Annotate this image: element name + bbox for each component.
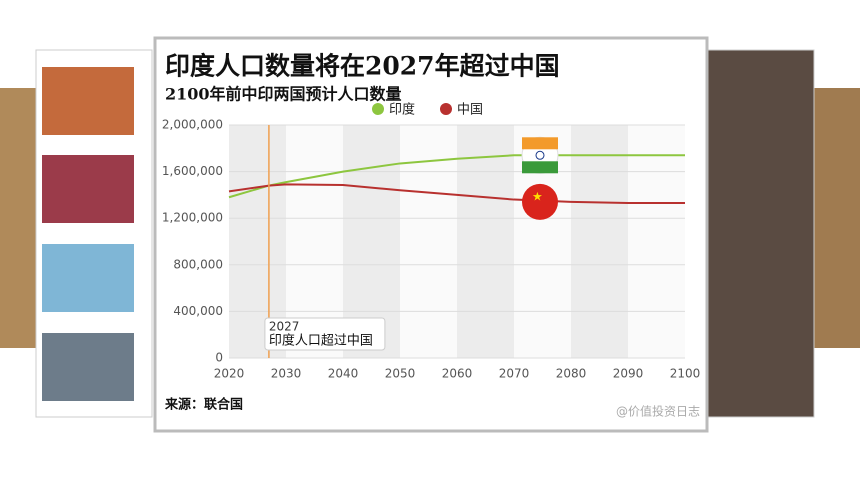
y-tick-label: 1,600,000 [162, 164, 223, 178]
news-photo [42, 155, 134, 223]
x-tick-label: 2100 [670, 367, 701, 381]
news-photo [42, 67, 134, 135]
x-tick-label: 2020 [214, 367, 245, 381]
x-tick-label: 2030 [271, 367, 302, 381]
flag-china [522, 183, 558, 220]
x-tick-label: 2040 [328, 367, 359, 381]
x-tick-label: 2050 [385, 367, 416, 381]
flag-band [522, 137, 558, 150]
grid-band [571, 125, 628, 358]
x-tick-label: 2080 [556, 367, 587, 381]
x-tick-label: 2070 [499, 367, 530, 381]
source: 来源：联合国 [164, 397, 243, 413]
annotation-box [264, 317, 386, 351]
legend-swatch [372, 103, 384, 115]
news-photo [42, 333, 134, 401]
y-tick-label: 400,000 [173, 304, 223, 318]
photo-strip [812, 88, 860, 348]
flag-wheel [535, 150, 545, 160]
chart-subtitle: 2100年前中印两国预计人口数量 [165, 85, 402, 104]
flag-star: ★ [532, 189, 543, 203]
y-tick-label: 1,200,000 [162, 211, 223, 225]
x-tick-label: 2090 [613, 367, 644, 381]
y-tick-label: 2,000,000 [162, 118, 223, 132]
news-photo [42, 244, 134, 312]
flag-band [522, 161, 558, 174]
x-tick-label: 2060 [442, 367, 473, 381]
series-line [228, 183, 685, 205]
series-line [228, 154, 685, 199]
y-tick-label: 800,000 [173, 257, 223, 271]
legend-label: 印度 [389, 102, 415, 118]
crowd-photo [699, 49, 815, 418]
chart-title: 印度人口数量将在2027年超过中国 [165, 52, 560, 81]
watermark: @价值投资日志 [616, 404, 700, 419]
grid-band [457, 125, 514, 358]
annotation-text: 印度人口超过中国 [269, 333, 373, 349]
photo-strip [0, 88, 38, 348]
legend-label: 中国 [457, 103, 483, 118]
y-tick-label: 0 [215, 351, 223, 365]
legend-swatch [440, 103, 452, 115]
annotation-year: 2027 [269, 320, 300, 334]
